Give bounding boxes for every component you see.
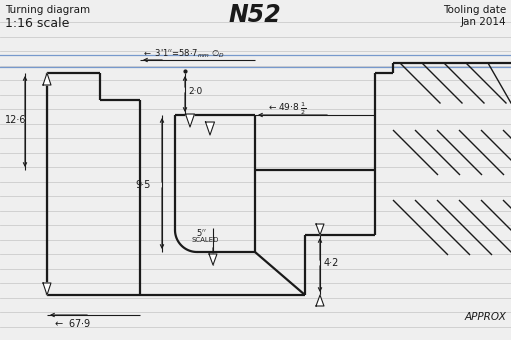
Polygon shape [185,114,195,127]
Text: SCALED: SCALED [192,237,219,243]
Text: 1:16 scale: 1:16 scale [5,17,69,30]
Text: Turning diagram: Turning diagram [5,5,90,15]
Text: APPROX: APPROX [464,312,506,322]
Text: $\leftarrow$ 67$\cdot$9: $\leftarrow$ 67$\cdot$9 [53,317,91,329]
Polygon shape [205,122,215,135]
Text: 12·6: 12·6 [5,115,27,125]
Text: Jan 2014: Jan 2014 [460,17,506,27]
Polygon shape [43,283,51,295]
Text: $\leftarrow$ 3'1$''$=58$\cdot$7$_{mm}$ $\emptyset_D$: $\leftarrow$ 3'1$''$=58$\cdot$7$_{mm}$ $… [142,48,225,60]
Text: $\leftarrow$49$\cdot$8 $\frac{1}{2}$: $\leftarrow$49$\cdot$8 $\frac{1}{2}$ [267,101,307,117]
Text: 2·0: 2·0 [188,87,202,97]
Text: 9·5: 9·5 [135,180,150,190]
Text: 5$''$: 5$''$ [196,226,206,238]
Text: N52: N52 [228,3,282,27]
Text: 4·2: 4·2 [324,258,339,268]
Polygon shape [43,73,51,85]
Polygon shape [209,254,217,265]
Text: Tooling date: Tooling date [443,5,506,15]
Polygon shape [316,295,324,306]
Polygon shape [316,224,324,235]
